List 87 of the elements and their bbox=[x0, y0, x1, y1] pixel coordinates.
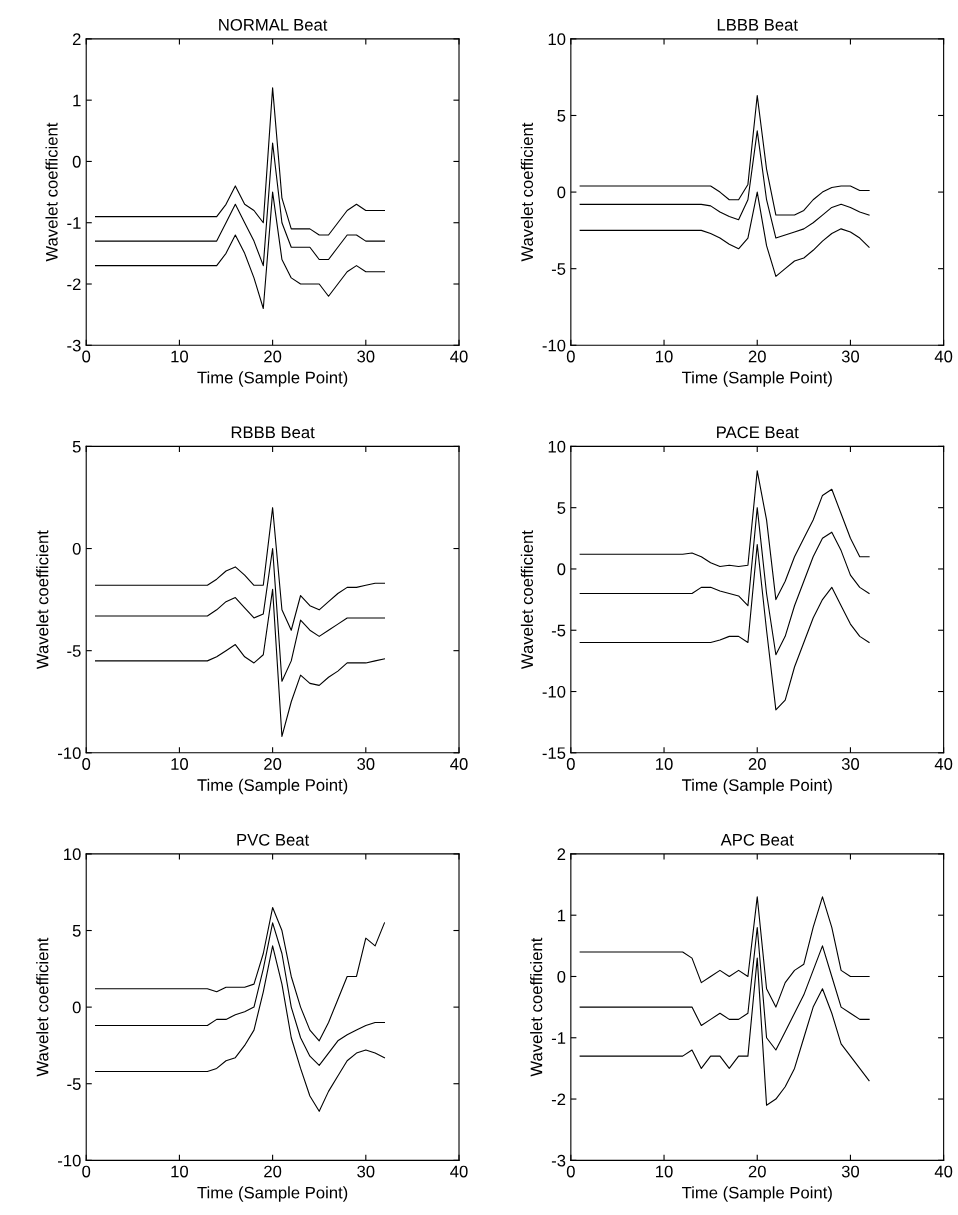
line-series bbox=[94, 191, 386, 310]
x-tick-label: 10 bbox=[656, 1165, 673, 1178]
y-tick-label: 5 bbox=[557, 110, 566, 122]
y-tick-label: 0 bbox=[72, 542, 81, 555]
y-tick-label: 10 bbox=[548, 33, 566, 46]
y-tick-label: -5 bbox=[67, 1078, 81, 1090]
y-axis-title: Wavelet coefficient bbox=[36, 937, 49, 1077]
y-tick-label: -5 bbox=[67, 645, 81, 657]
chart-title: LBBB Beat bbox=[717, 19, 798, 31]
line-series bbox=[579, 543, 870, 711]
y-tick-label: 0 bbox=[557, 563, 566, 576]
y-axis-title: Wavelet coefficient bbox=[530, 937, 543, 1077]
x-tick-label: 0 bbox=[82, 350, 91, 363]
line-series bbox=[94, 507, 386, 631]
x-tick-label: 20 bbox=[748, 350, 766, 363]
chart-title: APC Beat bbox=[720, 833, 794, 846]
x-tick-label: 0 bbox=[566, 350, 575, 363]
x-tick-label: 10 bbox=[656, 758, 673, 770]
line-series bbox=[94, 945, 386, 1112]
chart-title: PACE Beat bbox=[717, 426, 799, 439]
x-tick-label: 30 bbox=[841, 350, 860, 363]
x-tick-label: 40 bbox=[934, 758, 953, 770]
x-tick-label: 40 bbox=[450, 758, 468, 770]
y-tick-label: 5 bbox=[72, 440, 81, 453]
x-axis-title: Time (Sample Point) bbox=[197, 1186, 348, 1202]
y-tick-label: -3 bbox=[67, 339, 81, 352]
x-tick-label: 10 bbox=[656, 350, 673, 363]
x-tick-label: 40 bbox=[450, 350, 468, 363]
chart-title: PVC Beat bbox=[237, 833, 310, 846]
y-tick-label: -1 bbox=[67, 217, 81, 229]
y-tick-label: 10 bbox=[548, 440, 566, 453]
y-tick-label: 0 bbox=[72, 1001, 81, 1014]
y-tick-label: -2 bbox=[67, 278, 81, 291]
chart-title: RBBB Beat bbox=[231, 426, 315, 439]
y-tick-label: 0 bbox=[557, 186, 566, 199]
y-tick-label: 5 bbox=[557, 502, 566, 514]
x-tick-label: 30 bbox=[841, 1165, 860, 1178]
x-axis-title: Time (Sample Point) bbox=[197, 778, 348, 795]
x-axis-title: Time (Sample Point) bbox=[681, 371, 832, 387]
y-tick-label: -5 bbox=[551, 263, 566, 275]
x-tick-label: 20 bbox=[748, 758, 766, 770]
y-tick-label: -5 bbox=[551, 624, 566, 637]
line-series bbox=[579, 470, 870, 601]
y-tick-label: 2 bbox=[557, 848, 566, 860]
x-tick-label: 40 bbox=[934, 350, 953, 363]
x-tick-label: 40 bbox=[450, 1165, 468, 1178]
y-tick-label: -15 bbox=[542, 747, 566, 760]
y-tick-label: 10 bbox=[64, 848, 81, 861]
x-axis-title: Time (Sample Point) bbox=[681, 1186, 832, 1202]
y-tick-label: 5 bbox=[72, 925, 81, 937]
y-axis-title: Wavelet coefficient bbox=[520, 530, 534, 670]
y-tick-label: 1 bbox=[73, 94, 81, 107]
x-tick-label: 0 bbox=[82, 1165, 91, 1178]
x-tick-label: 30 bbox=[357, 350, 375, 363]
y-tick-label: -3 bbox=[551, 1154, 566, 1167]
x-tick-label: 0 bbox=[82, 758, 91, 770]
y-tick-label: -10 bbox=[58, 1154, 81, 1167]
x-tick-label: 10 bbox=[171, 350, 189, 363]
x-tick-label: 20 bbox=[264, 758, 282, 770]
x-tick-label: 20 bbox=[264, 350, 282, 363]
x-tick-label: 30 bbox=[841, 758, 860, 770]
x-tick-label: 10 bbox=[171, 758, 189, 770]
x-axis-title: Time (Sample Point) bbox=[681, 778, 832, 795]
y-tick-label: 0 bbox=[557, 970, 566, 983]
y-tick-label: 2 bbox=[72, 33, 81, 45]
x-tick-label: 0 bbox=[566, 758, 575, 770]
y-tick-label: -1 bbox=[551, 1032, 566, 1044]
line-series bbox=[579, 191, 870, 277]
y-tick-label: -10 bbox=[542, 685, 566, 698]
y-tick-label: -10 bbox=[58, 747, 81, 760]
x-tick-label: 30 bbox=[357, 758, 375, 770]
x-tick-label: 20 bbox=[748, 1165, 766, 1178]
y-tick-label: 1 bbox=[557, 909, 566, 922]
x-tick-label: 10 bbox=[171, 1165, 189, 1178]
y-axis-title: Wavelet coefficient bbox=[36, 530, 49, 670]
line-series bbox=[579, 507, 870, 656]
y-tick-label: -2 bbox=[551, 1093, 566, 1106]
x-tick-label: 40 bbox=[934, 1165, 953, 1178]
x-axis-title: Time (Sample Point) bbox=[197, 371, 348, 387]
x-tick-label: 0 bbox=[566, 1165, 575, 1178]
chart-title: NORMAL Beat bbox=[219, 18, 328, 31]
x-tick-label: 20 bbox=[264, 1165, 282, 1178]
y-axis-title: Wavelet coefficient bbox=[520, 122, 534, 262]
y-tick-label: -10 bbox=[542, 339, 566, 352]
y-tick-label: 0 bbox=[72, 155, 81, 168]
x-tick-label: 30 bbox=[357, 1165, 375, 1178]
y-axis-title: Wavelet coefficient bbox=[45, 122, 58, 262]
